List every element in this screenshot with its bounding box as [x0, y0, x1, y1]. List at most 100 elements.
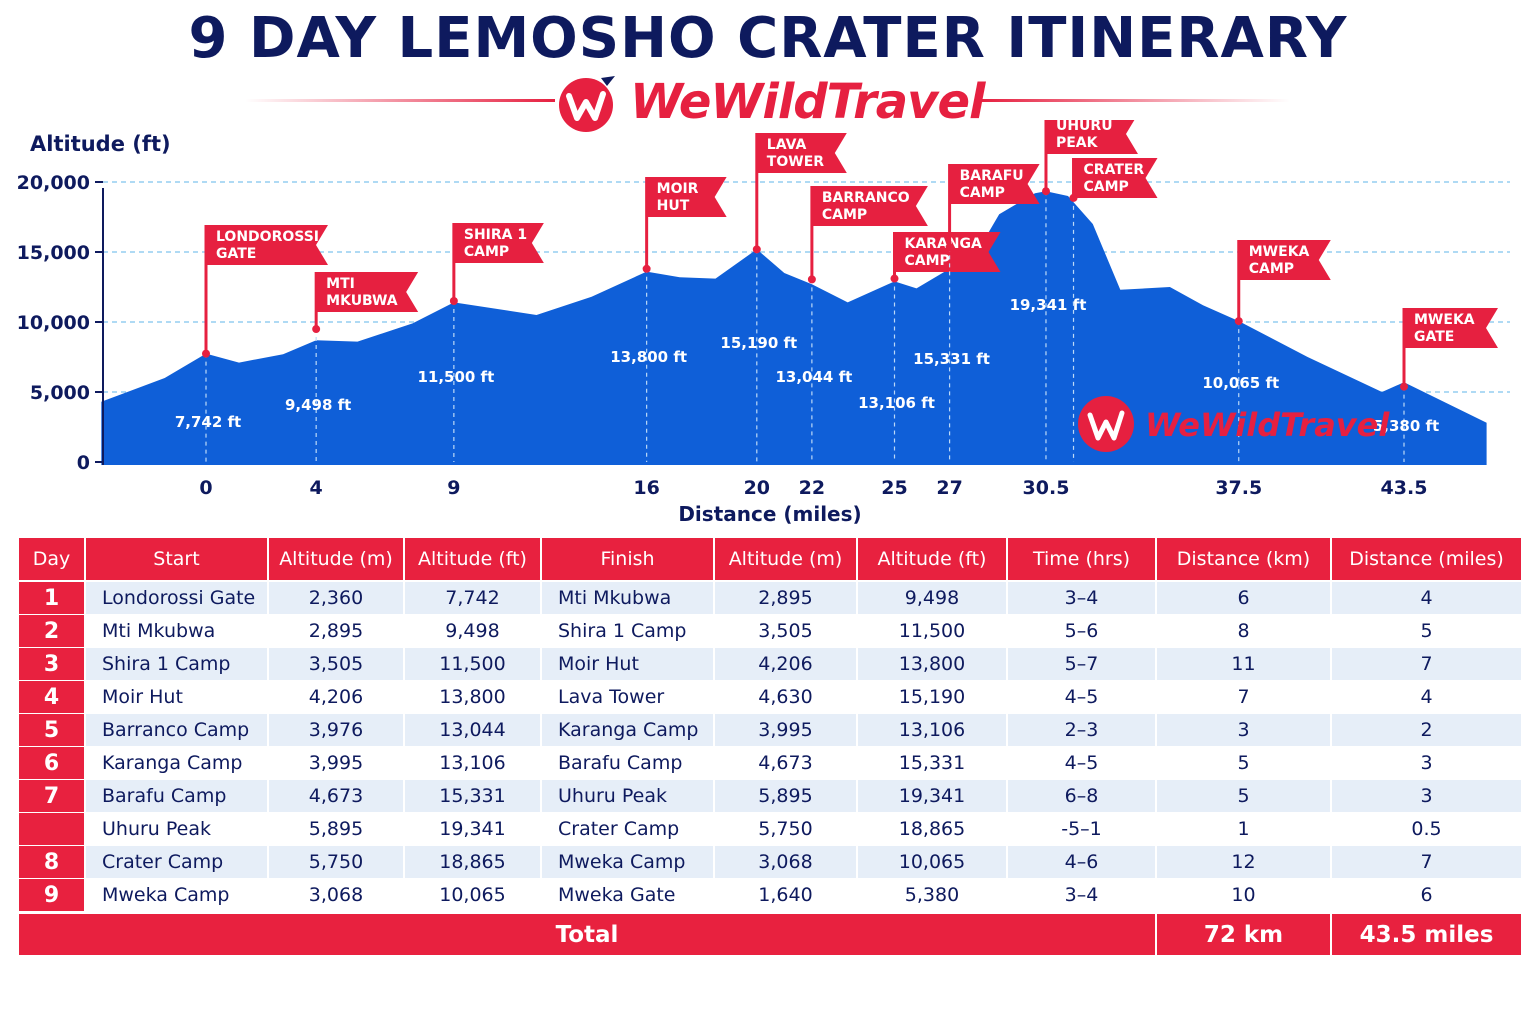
table-row: 1 Londorossi Gate 2,360 7,742 Mti Mkubwa 2,89…: [19, 582, 1521, 615]
table-cell: -5–1: [1008, 813, 1155, 846]
x-tick-label: 16: [633, 477, 659, 499]
flag-label: LAVA: [767, 137, 807, 153]
table-cell: Mweka Camp: [542, 846, 713, 879]
table-cell: 4,673: [715, 747, 856, 780]
table-cell: 4,206: [715, 648, 856, 681]
table-row: 7 Barafu Camp 4,673 15,331 Uhuru Peak 5,895 19…: [19, 780, 1521, 813]
waypoint-dot: [312, 325, 321, 334]
flag-label: GATE: [1414, 329, 1454, 345]
table-cell: 19,341: [405, 813, 540, 846]
flag-label: CRATER: [1084, 162, 1145, 178]
table-cell: 4–6: [1008, 846, 1155, 879]
table-cell: 5–6: [1008, 615, 1155, 648]
table-cell: Crater Camp: [86, 846, 267, 879]
flag: [1404, 308, 1498, 348]
column-header: Distance (km): [1157, 538, 1330, 582]
altitude-label: 7,742 ft: [175, 413, 241, 431]
table-cell: 13,106: [858, 714, 1006, 747]
table-cell: 5: [1157, 780, 1330, 813]
flag-label: CAMP: [1249, 261, 1294, 277]
table-cell: 1,640: [715, 879, 856, 912]
table-header-row: Day Start Altitude (m) Altitude (ft) Finish A…: [19, 538, 1521, 582]
table-cell: 5,380: [858, 879, 1006, 912]
x-axis-ticks: 0 4 9 16 20 22 25 27 30.5 37.5 43.5: [199, 477, 1427, 499]
flag-label: BARAFU: [960, 168, 1024, 184]
table-cell: 3: [1157, 714, 1330, 747]
table-row: 9 Mweka Camp 3,068 10,065 Mweka Gate 1,640 5,3…: [19, 879, 1521, 912]
flag: [949, 164, 1040, 204]
y-tick-label: 20,000: [17, 172, 90, 194]
brand-name: WeWildTravel: [630, 74, 985, 130]
x-tick-label: 0: [199, 477, 212, 499]
waypoint-dot: [1069, 193, 1078, 202]
total-row: Total 72 km 43.5 miles: [19, 912, 1521, 956]
table-cell: 11: [1157, 648, 1330, 681]
table-cell: 4,673: [269, 780, 403, 813]
table-body: 1 Londorossi Gate 2,360 7,742 Mti Mkubwa 2,89…: [19, 582, 1521, 956]
table-cell: Mweka Gate: [542, 879, 713, 912]
flag-label: MKUBWA: [326, 293, 398, 309]
total-label: Total: [19, 912, 1155, 956]
table-cell: 7,742: [405, 582, 540, 615]
column-header: Altitude (m): [269, 538, 403, 582]
ww-logo-icon: [559, 76, 615, 132]
table-row: 2 Mti Mkubwa 2,895 9,498 Shira 1 Camp 3,505 11…: [19, 615, 1521, 648]
table-row: 6 Karanga Camp 3,995 13,106 Barafu Camp 4,673…: [19, 747, 1521, 780]
table-cell: 5,895: [715, 780, 856, 813]
altitude-label: 13,044 ft: [775, 368, 852, 386]
flag-label: MWEKA: [1249, 244, 1310, 260]
altitude-label: 5,380 ft: [1373, 417, 1439, 435]
column-header: Distance (miles): [1332, 538, 1521, 582]
table-cell: Shira 1 Camp: [542, 615, 713, 648]
altitude-label: 15,331 ft: [913, 350, 990, 368]
table-cell: Karanga Camp: [86, 747, 267, 780]
flag-label: CAMP: [464, 244, 509, 260]
table-cell: 9,498: [405, 615, 540, 648]
table-cell: 11,500: [858, 615, 1006, 648]
table-cell: 8: [1157, 615, 1330, 648]
x-tick-label: 30.5: [1023, 477, 1070, 499]
table-row: Uhuru Peak 5,895 19,341 Crater Camp 5,750 18,…: [19, 813, 1521, 846]
table-cell: 7: [1157, 681, 1330, 714]
itinerary-table: Day Start Altitude (m) Altitude (ft) Finish A…: [17, 538, 1523, 956]
table-cell: 2,360: [269, 582, 403, 615]
column-header: Altitude (m): [715, 538, 856, 582]
table-cell: Shira 1 Camp: [86, 648, 267, 681]
table-cell: 3–4: [1008, 879, 1155, 912]
table-cell: Crater Camp: [542, 813, 713, 846]
table-cell: 3,976: [269, 714, 403, 747]
table-cell: 19,341: [858, 780, 1006, 813]
x-tick-label: 37.5: [1215, 477, 1262, 499]
y-tick-label: 5,000: [30, 382, 90, 404]
table-cell: Karanga Camp: [542, 714, 713, 747]
page-title: 9 DAY LEMOSHO CRATER ITINERARY: [188, 6, 1348, 71]
table-cell: 3,505: [269, 648, 403, 681]
elevation-chart: 0 5,000 10,000 15,000 20,000 0 4 9 16 20 22 25 27 30…: [17, 120, 1510, 526]
table-cell: 6–8: [1008, 780, 1155, 813]
brand-header: WeWildTravel: [0, 72, 1536, 134]
flag-label: KARANGA: [905, 236, 983, 252]
table-cell: 15,190: [858, 681, 1006, 714]
flag-label: GATE: [216, 246, 256, 262]
table-cell: 5: [1332, 615, 1521, 648]
table-row: 4 Moir Hut 4,206 13,800 Lava Tower 4,630 15,19…: [19, 681, 1521, 714]
altitude-label: 19,341 ft: [1010, 296, 1087, 314]
table-cell: 10,065: [858, 846, 1006, 879]
column-header: Day: [19, 538, 84, 582]
table-cell: 13,800: [405, 681, 540, 714]
brand-divider-left: [245, 99, 555, 102]
table-cell: 5: [1157, 747, 1330, 780]
table-cell: Londorossi Gate: [86, 582, 267, 615]
table-cell: 4: [1332, 681, 1521, 714]
flag: [1045, 120, 1138, 154]
x-tick-label: 22: [799, 477, 825, 499]
table-cell: 9,498: [858, 582, 1006, 615]
